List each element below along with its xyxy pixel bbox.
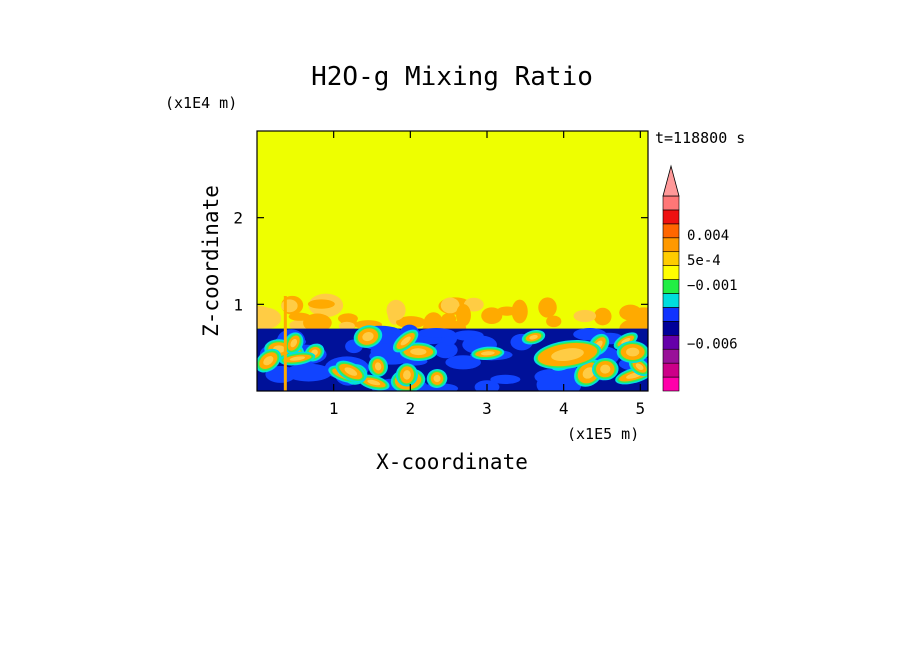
light-plume	[290, 338, 298, 348]
colorbar-segment	[662, 223, 680, 239]
colorbar-label: 0.004	[687, 228, 729, 244]
plot-frame	[256, 130, 649, 392]
colorbar-segment	[662, 376, 680, 392]
blue-patch	[536, 373, 567, 391]
colorbar: 0.004 5e-4 −0.001 −0.006	[662, 164, 738, 392]
colorbar-segment	[662, 293, 680, 308]
light-plume	[600, 364, 611, 374]
y-tick-label: 2	[233, 209, 243, 228]
light-plume	[289, 356, 306, 361]
light-plume	[635, 363, 644, 371]
colorbar-segment	[662, 362, 680, 378]
colorbar-segment	[662, 265, 680, 280]
colorbar-segment	[662, 279, 680, 294]
colorbar-extension	[662, 164, 680, 197]
colorbar-segment	[662, 307, 680, 322]
light-plume	[621, 337, 631, 344]
light-plume	[480, 351, 495, 356]
x-tick-label: 1	[329, 399, 339, 418]
blue-patch	[490, 374, 521, 384]
contour-field	[257, 131, 648, 391]
x-tick-label: 2	[406, 399, 416, 418]
orange-blob	[337, 313, 358, 324]
colorbar-segment	[662, 195, 680, 211]
orange-blob	[288, 312, 311, 321]
orange-blob	[307, 299, 335, 309]
orange-blob	[511, 299, 528, 324]
y-tick-label: 1	[233, 295, 243, 314]
colorbar-segment	[662, 251, 680, 266]
colorbar-segment	[662, 237, 680, 253]
blue-patch	[433, 341, 458, 359]
orange-blob	[481, 307, 503, 325]
x-axis-ticks: 1 2 3 4 5	[329, 131, 645, 418]
orange-blob	[396, 316, 426, 329]
light-plume	[367, 379, 381, 386]
colorbar-label: 5e-4	[687, 253, 721, 269]
colorbar-label: −0.001	[687, 278, 738, 294]
light-plume	[400, 336, 411, 346]
orange-blob	[538, 297, 557, 318]
light-plume	[263, 356, 274, 366]
y-axis-ticks: 12	[233, 209, 648, 314]
light-plume	[551, 348, 584, 362]
y-axis-label: Z-coordinate	[199, 185, 223, 337]
orange-blob	[573, 309, 597, 323]
orange-blob	[546, 315, 562, 328]
orange-blob	[303, 313, 332, 333]
light-plume	[529, 334, 538, 340]
orange-blob	[386, 299, 406, 321]
blue-patch	[445, 355, 481, 370]
colorbar-segment	[662, 334, 680, 350]
x-axis-label: X-coordinate	[376, 450, 528, 474]
light-plume	[626, 347, 640, 357]
colorbar-segment	[662, 209, 680, 225]
colorbar-segment	[662, 321, 680, 336]
orange-blob	[281, 299, 298, 313]
orange-blob	[338, 321, 355, 331]
colorbar-segment	[662, 348, 680, 364]
x-unit-label: (x1E5 m)	[567, 425, 639, 443]
light-plume	[344, 367, 358, 376]
light-plume	[433, 374, 441, 383]
light-plume	[374, 362, 382, 371]
orange-blob	[593, 307, 612, 326]
x-tick-label: 4	[559, 399, 569, 418]
light-plume	[403, 370, 411, 380]
light-plume	[582, 367, 595, 379]
orange-blob	[257, 307, 282, 330]
y-unit-label: (x1E4 m)	[165, 94, 237, 112]
colorbar-label: −0.006	[687, 337, 738, 353]
chart-title: H2O-g Mixing Ratio	[311, 62, 593, 92]
x-tick-label: 3	[482, 399, 492, 418]
light-plume	[410, 348, 427, 356]
orange-blob	[456, 304, 471, 327]
blue-patch	[285, 363, 332, 382]
light-plume	[362, 332, 374, 342]
orange-blob	[627, 307, 648, 325]
blue-patch	[418, 328, 455, 338]
orange-blob	[440, 297, 460, 314]
vertical-streak	[283, 296, 287, 391]
time-label: t=118800 s	[655, 129, 745, 147]
x-tick-label: 5	[636, 399, 646, 418]
